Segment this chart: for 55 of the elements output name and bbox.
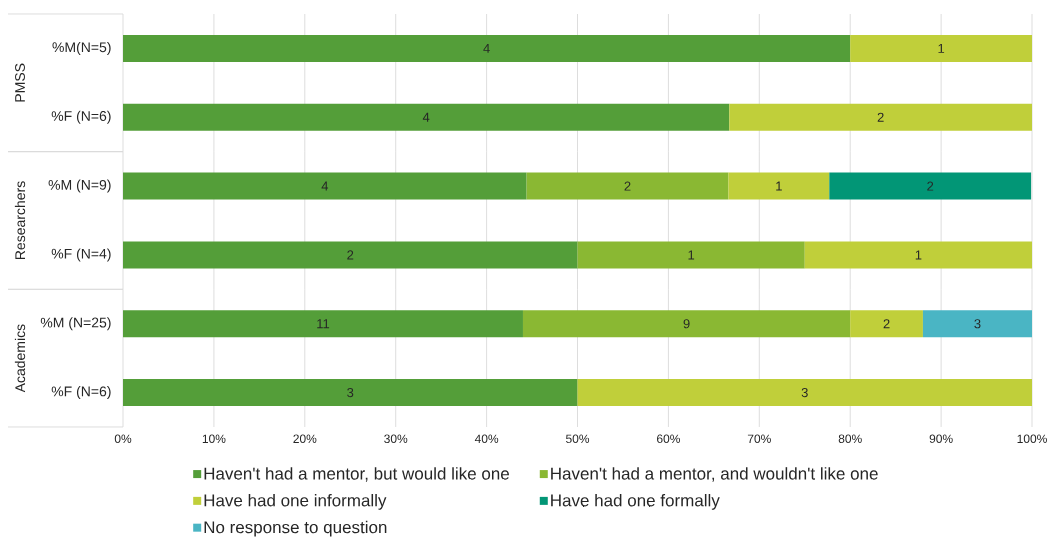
annotation: 1 <box>776 181 782 191</box>
bar <box>804 241 1033 269</box>
legend-label: No response to question <box>204 520 387 537</box>
bar <box>577 241 805 269</box>
y-tick-label: %F (N=6) <box>51 110 111 124</box>
text: Academics <box>14 324 26 393</box>
y-tick-label: %M (N=9) <box>48 179 111 193</box>
annotation: 2 <box>883 319 890 329</box>
y-tick-label: %M(N=5) <box>52 41 111 55</box>
annotation: 1 <box>688 250 695 260</box>
annotation: 1 <box>938 43 945 53</box>
bar <box>526 172 729 200</box>
bar <box>728 172 830 200</box>
annotation: 3 <box>801 387 808 398</box>
text: PMSS <box>15 63 25 102</box>
annotation: 4 <box>422 112 430 122</box>
x-tick-label: 10% <box>202 434 226 444</box>
x-tick-label: 50% <box>565 434 590 444</box>
bar <box>522 310 851 338</box>
legend-label: Have had one informally <box>204 493 387 510</box>
bar <box>577 379 1033 407</box>
x-tick-label: 30% <box>384 434 408 444</box>
y-tick-label: %F (N=4) <box>51 248 111 262</box>
bar <box>123 172 527 200</box>
legend-label: Have had one formally <box>551 493 720 510</box>
y-tick-label: %F (N=6) <box>51 386 111 400</box>
bar <box>123 241 578 269</box>
y-tick-label: %M (N=25) <box>40 317 111 331</box>
annotation: 1 <box>915 250 922 260</box>
annotation: 2 <box>877 112 884 122</box>
annotation: 4 <box>321 181 329 191</box>
x-tick-label: 70% <box>747 434 771 444</box>
legend-label: Haven't had a mentor, and wouldn't like one <box>551 467 878 482</box>
x-tick-label: 0% <box>114 434 132 444</box>
annotation: 3 <box>347 387 354 398</box>
bar <box>922 310 1033 338</box>
bar <box>123 310 523 338</box>
text: Researchers <box>14 181 26 260</box>
annotation: 11 <box>317 319 330 329</box>
annotation: 4 <box>483 43 490 53</box>
legend-label: Haven't had a mentor, but would like one <box>204 467 509 482</box>
annotation: 2 <box>927 181 934 191</box>
x-tick-label: 20% <box>293 434 317 444</box>
x-tick-label: 40% <box>474 434 499 444</box>
annotation: 2 <box>624 181 631 191</box>
x-tick-label: 80% <box>838 434 862 444</box>
x-tick-label: 100% <box>1017 434 1047 444</box>
bar <box>123 379 578 407</box>
annotation: 2 <box>347 250 354 260</box>
bar <box>829 172 1032 200</box>
annotation: 9 <box>683 319 690 329</box>
bar <box>850 310 923 338</box>
x-tick-label: 90% <box>929 434 953 444</box>
x-tick-label: 60% <box>657 434 680 444</box>
annotation: 3 <box>974 319 981 329</box>
